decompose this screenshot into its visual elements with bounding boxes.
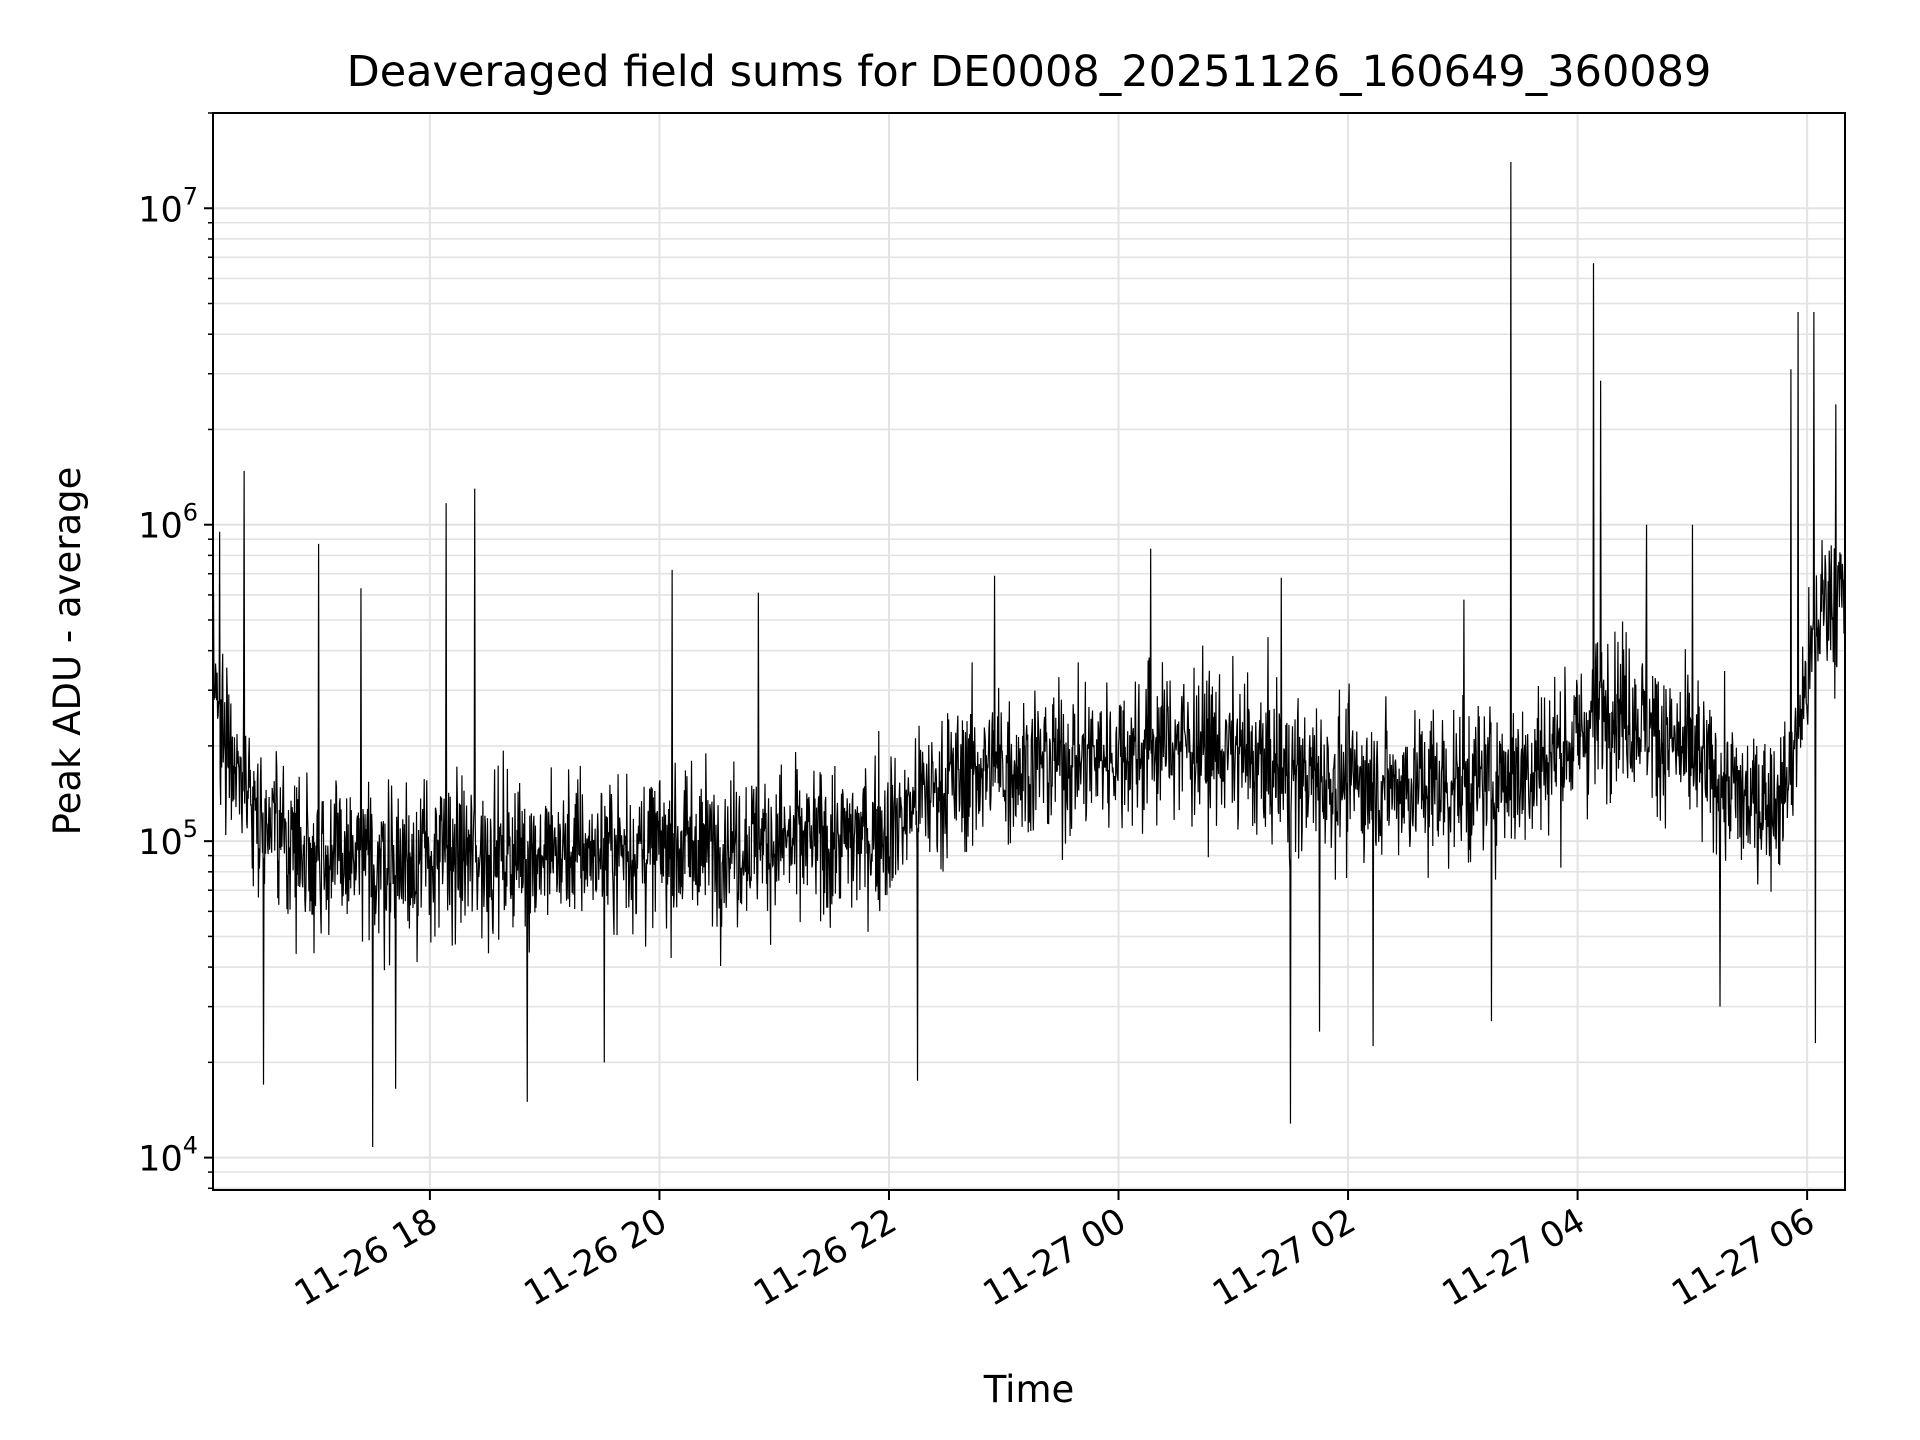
y-tick-base: 10 [138,507,183,547]
y-axis-label: Peak ADU - average [46,467,89,836]
y-tick-exponent: 4 [183,1132,198,1160]
y-tick-exponent: 6 [183,499,198,527]
x-axis-label: Time [983,1368,1075,1411]
series-path [212,162,1846,1148]
y-tick-label: 106 [138,499,198,547]
y-tick-exponent: 7 [183,182,198,210]
y-tick-label: 107 [138,182,198,230]
y-tick-base: 10 [138,190,183,230]
y-tick-label: 105 [138,815,198,863]
y-tick-base: 10 [138,823,183,863]
plot-frame [212,112,1846,1191]
chart-title: Deaveraged field sums for DE0008_2025112… [347,47,1712,97]
y-tick-label: 104 [138,1132,198,1180]
y-tick-base: 10 [138,1140,183,1180]
series-line [212,162,1846,1148]
y-tick-exponent: 5 [183,815,198,843]
